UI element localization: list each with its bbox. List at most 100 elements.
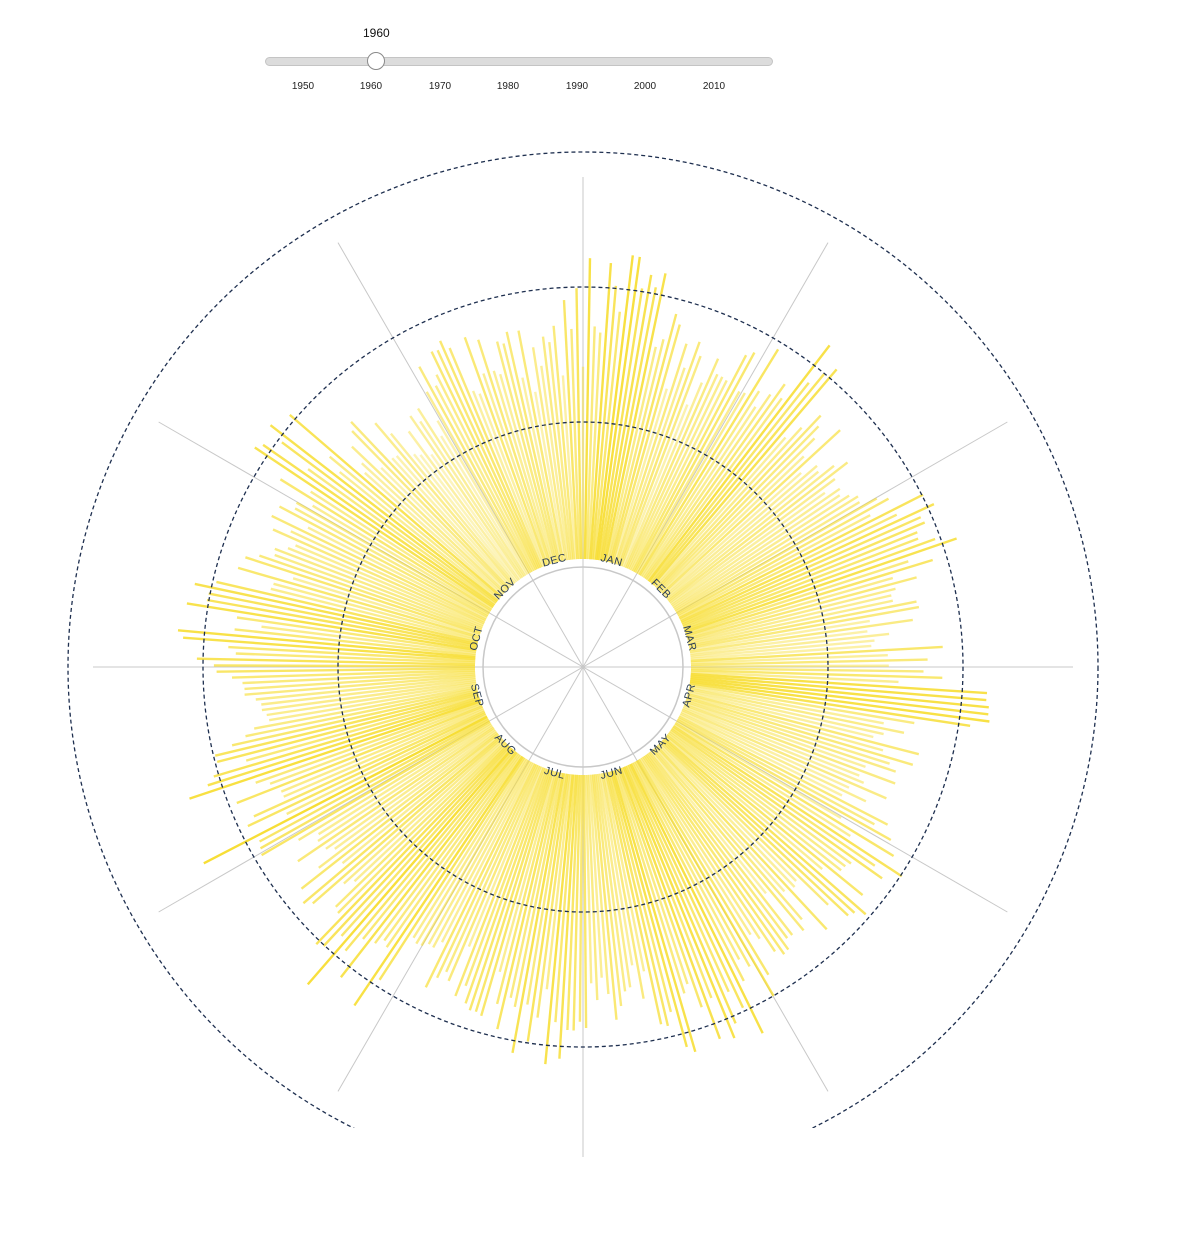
- day-bar: [430, 351, 538, 571]
- day-bar: [474, 769, 553, 1013]
- day-bar: [269, 424, 499, 602]
- day-bar: [562, 300, 579, 560]
- day-bar: [213, 664, 476, 668]
- day-bar: [214, 691, 479, 757]
- day-bar: [261, 680, 477, 712]
- day-bar: [661, 429, 841, 595]
- day-bar: [272, 528, 485, 625]
- month-label: JUN: [599, 765, 624, 783]
- day-bar: [678, 715, 889, 826]
- day-bar: [505, 331, 561, 562]
- day-bar: [690, 639, 875, 659]
- day-bar: [632, 354, 748, 572]
- day-bar: [604, 772, 663, 1025]
- day-bar: [584, 774, 593, 984]
- day-bar: [548, 341, 574, 560]
- day-bar: [613, 769, 686, 994]
- day-bar: [652, 368, 838, 586]
- day-bar: [651, 749, 805, 932]
- day-bar: [600, 274, 653, 561]
- day-bar: [261, 625, 476, 655]
- day-bar: [613, 388, 668, 564]
- day-bar: [216, 580, 479, 644]
- day-bar: [683, 705, 860, 777]
- day-bar: [689, 619, 870, 652]
- day-bar: [616, 367, 686, 566]
- day-bar: [412, 757, 527, 939]
- day-bar: [583, 258, 592, 560]
- day-bar: [667, 461, 849, 602]
- day-bar: [374, 422, 514, 586]
- reference-ring: [67, 151, 1099, 1128]
- day-bar: [270, 587, 479, 642]
- day-bar: [690, 630, 868, 655]
- day-bar: [679, 713, 843, 797]
- day-bar: [640, 390, 761, 577]
- day-bar: [621, 404, 689, 568]
- day-bar: [244, 674, 476, 696]
- day-bar: [216, 692, 479, 764]
- day-bar: [685, 698, 890, 765]
- day-bar: [603, 772, 646, 972]
- day-bar: [596, 256, 641, 561]
- day-bar: [558, 774, 578, 1059]
- day-bar: [236, 616, 477, 653]
- day-bar: [463, 336, 548, 566]
- day-bar: [203, 715, 488, 865]
- day-bar: [643, 393, 772, 579]
- day-bar: [245, 556, 481, 635]
- day-bar: [306, 747, 514, 986]
- day-bar: [419, 420, 525, 578]
- day-bar: [228, 645, 476, 663]
- day-bar: [686, 576, 894, 639]
- day-bar: [687, 587, 896, 642]
- day-bar: [652, 747, 803, 921]
- day-bar: [540, 365, 570, 561]
- day-bar: [585, 326, 596, 560]
- day-bar: [236, 705, 483, 805]
- day-bar: [682, 531, 918, 628]
- day-bar: [445, 765, 540, 973]
- day-bar: [353, 740, 506, 883]
- day-bar: [690, 664, 889, 668]
- day-bar: [659, 741, 829, 906]
- day-bar: [297, 726, 495, 863]
- day-bar: [637, 758, 770, 976]
- day-bar: [663, 737, 867, 916]
- day-bar: [294, 507, 489, 616]
- day-bar: [496, 771, 560, 1030]
- day-bar: [315, 743, 509, 946]
- day-bar: [374, 752, 519, 944]
- day-bar: [302, 735, 502, 905]
- day-bar: [278, 505, 489, 618]
- day-bar: [478, 393, 546, 567]
- day-bar: [231, 669, 476, 679]
- day-bar: [689, 605, 920, 650]
- day-bar: [604, 273, 667, 562]
- day-bar: [687, 594, 892, 644]
- day-bar: [312, 737, 503, 905]
- year-slider[interactable]: 1960 1950 1960 1970 1980 1990 2000 2010: [0, 0, 1179, 110]
- day-bar: [685, 700, 897, 773]
- day-bar: [649, 750, 767, 895]
- day-bar: [328, 455, 501, 599]
- day-bar: [262, 443, 495, 607]
- day-bar: [684, 701, 866, 769]
- slider-track[interactable]: [265, 57, 773, 66]
- day-bar: [409, 415, 523, 579]
- day-bar: [686, 694, 884, 752]
- reference-rings: [67, 151, 1099, 1128]
- day-bar: [617, 768, 703, 1008]
- day-bar: [634, 760, 751, 967]
- day-bar: [254, 446, 494, 608]
- day-bar: [685, 558, 934, 637]
- day-bar: [690, 667, 924, 673]
- day-bar: [521, 377, 562, 562]
- day-bar: [673, 494, 850, 610]
- slider-tick-label: 1980: [496, 81, 520, 92]
- day-bar: [427, 760, 532, 945]
- day-bar: [690, 672, 988, 695]
- day-bar: [311, 504, 491, 613]
- slider-handle[interactable]: [367, 52, 385, 70]
- day-bar: [255, 676, 476, 701]
